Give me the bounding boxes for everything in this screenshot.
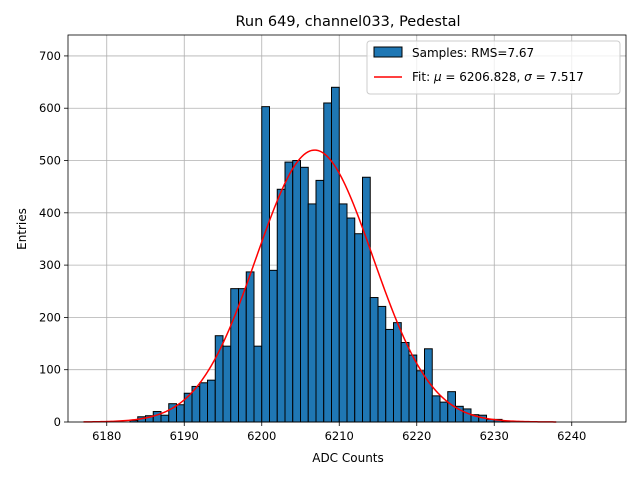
histogram-bar [431, 395, 441, 423]
y-tick-label: 500 [39, 154, 61, 168]
legend-patch-samples [373, 46, 403, 58]
chart-title: Run 649, channel033, Pedestal [235, 14, 460, 30]
x-tick-label: 6240 [557, 429, 586, 443]
y-tick-label: 100 [39, 363, 61, 377]
x-tick-label: 6210 [325, 429, 354, 443]
x-tick-label: 6200 [247, 429, 276, 443]
histogram-bar [400, 342, 410, 423]
histogram-bar [439, 401, 449, 423]
legend-fit-prefix: Fit: [412, 70, 434, 84]
histogram-bar [160, 414, 170, 423]
histogram-bar [338, 203, 348, 423]
legend-label-fit: Fit: μ = 6206.828, σ = 7.517 [412, 70, 584, 84]
y-tick-label: 400 [39, 206, 61, 220]
histogram-bar [152, 411, 162, 423]
histogram-bar [362, 176, 371, 423]
legend-label-samples: Samples: RMS=7.67 [412, 46, 534, 60]
x-tick-label: 6220 [402, 429, 431, 443]
histogram-bar [331, 86, 340, 423]
histogram-bar [214, 335, 224, 423]
histogram-bar [183, 392, 193, 423]
y-tick-label: 600 [39, 101, 61, 115]
histogram-bar [238, 288, 247, 423]
x-axis-ticks: 6180 6190 6200 6210 6220 6230 6240 [92, 422, 586, 443]
histogram-bar [176, 404, 185, 423]
histogram-bar [269, 269, 278, 423]
y-tick-label: 700 [39, 49, 61, 63]
x-tick-label: 6230 [480, 429, 509, 443]
y-tick-label: 300 [39, 258, 61, 272]
histogram-bar [261, 106, 270, 423]
histogram-bar [199, 382, 208, 423]
histogram-bar [315, 179, 325, 423]
fit-curve [83, 149, 557, 423]
legend-fit-mu-value: = 6206.828, [442, 70, 525, 84]
histogram-bar [307, 203, 317, 423]
legend-fit-mu-symbol: μ [433, 70, 442, 84]
y-tick-label: 0 [54, 415, 61, 429]
x-axis-label: ADC Counts [312, 451, 384, 465]
x-tick-label: 6180 [92, 429, 121, 443]
histogram-bars [129, 86, 511, 423]
legend: Samples: RMS=7.67 Fit: μ = 6206.828, σ =… [366, 40, 621, 95]
histogram-bar [408, 354, 418, 423]
histogram-bar [369, 297, 379, 423]
y-tick-label: 200 [39, 310, 61, 324]
histogram-bar [346, 217, 356, 423]
histogram-bar [393, 322, 402, 423]
histogram-bar [385, 328, 394, 423]
y-axis-ticks: 0 100 200 300 400 500 600 700 [39, 49, 68, 429]
plot-frame [67, 34, 627, 423]
histogram-bar [284, 161, 294, 423]
histogram-bar [462, 408, 472, 423]
histogram-bar [292, 160, 301, 423]
gaussian-fit [83, 149, 557, 423]
histogram-bar [207, 379, 216, 423]
legend-box [366, 40, 621, 95]
histogram-bar [354, 233, 363, 423]
histogram-bar [300, 166, 309, 423]
histogram-bar [253, 345, 263, 423]
histogram-bar [276, 188, 286, 423]
histogram-bar [323, 102, 332, 423]
x-tick-label: 6190 [170, 429, 199, 443]
histogram-bar [222, 345, 232, 423]
legend-fit-sigma-symbol: σ [524, 70, 532, 84]
histogram-bar [377, 305, 387, 423]
legend-fit-sigma-value: = 7.517 [532, 70, 584, 84]
y-axis-label: Entries [15, 208, 29, 250]
histogram-bar [416, 370, 425, 423]
histogram-bar [245, 271, 255, 423]
